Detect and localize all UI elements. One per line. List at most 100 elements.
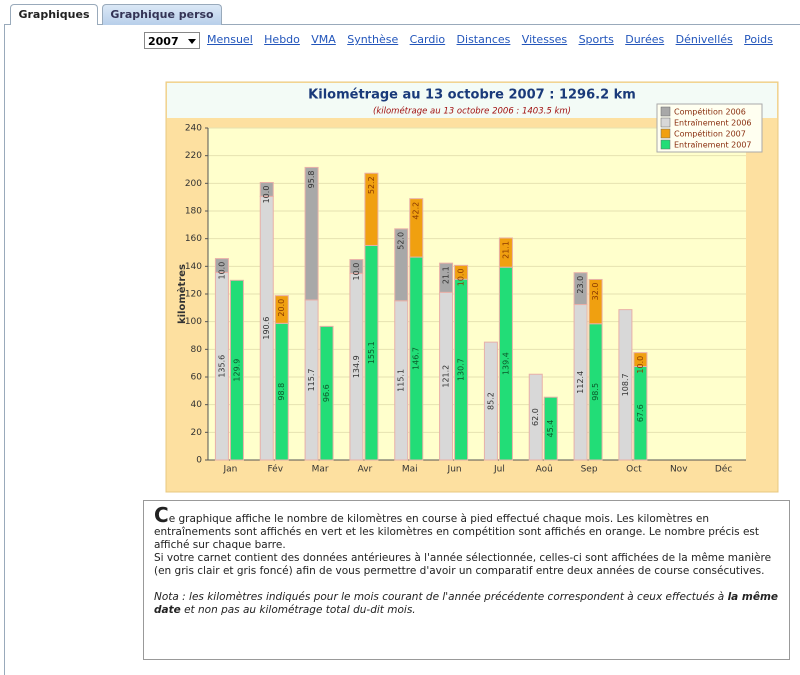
y-tick-label: 240: [185, 124, 202, 134]
bar-segment: [304, 166, 319, 301]
y-tick-label: 20: [191, 428, 203, 438]
x-tick-label: Avr: [358, 465, 373, 475]
data-label: 96.6: [322, 384, 331, 402]
legend-label: Entraînement 2007: [674, 141, 752, 150]
bar-segment: [528, 373, 543, 461]
nav-link[interactable]: Cardio: [409, 33, 446, 46]
paragraph: Ce graphique affiche le nombre de kilomè…: [154, 503, 759, 551]
x-tick-label: Jul: [493, 465, 505, 475]
chart-title: Kilométrage au 13 octobre 2007 : 1296.2 …: [308, 88, 636, 103]
data-label: 21.1: [442, 266, 451, 284]
data-label: 85.2: [486, 392, 495, 410]
nav-link[interactable]: Mensuel: [207, 33, 253, 46]
description: Ce graphique affiche le nombre de kilomè…: [143, 500, 790, 660]
chart: Kilométrage au 13 octobre 2007 : 1296.2 …: [165, 81, 779, 493]
data-label: 98.5: [591, 383, 600, 401]
x-tick-label: Nov: [670, 465, 688, 475]
bar-segment: [214, 258, 229, 273]
bar-segment: [454, 264, 469, 280]
nav-link[interactable]: Synthèse: [347, 33, 399, 46]
bar-segment: [259, 182, 274, 197]
nota-text: et non pas au kilométrage total du-dit m…: [180, 604, 416, 616]
y-tick-label: 40: [191, 400, 203, 410]
bar-segment: [274, 295, 289, 324]
legend-swatch: [660, 139, 671, 150]
legend-box: [656, 103, 763, 153]
bar-segment: [483, 341, 498, 461]
y-axis-label: kilomètres: [176, 264, 188, 324]
data-label: 10.0: [217, 262, 226, 280]
data-label: 42.2: [412, 202, 421, 220]
legend-swatch: [660, 117, 671, 128]
data-label: 134.9: [352, 355, 361, 378]
data-label: 52.2: [367, 176, 376, 194]
data-label: 95.8: [307, 171, 316, 189]
data-label: 23.0: [576, 276, 585, 294]
bar-segment: [618, 309, 633, 461]
data-label: 115.1: [397, 369, 406, 392]
nav-link[interactable]: Sports: [578, 33, 614, 46]
bar-segment: [364, 172, 379, 246]
data-label: 112.4: [576, 371, 585, 394]
x-tick-label: Aoû: [536, 465, 553, 475]
x-tick-label: Mar: [312, 465, 329, 475]
data-label: 135.6: [217, 355, 226, 378]
y-tick-label: 120: [185, 290, 202, 300]
bar-segment: [394, 228, 409, 302]
nav-link[interactable]: Poids: [744, 33, 773, 46]
y-tick-label: 60: [191, 373, 203, 383]
data-label: 10.0: [352, 263, 361, 281]
nota: Nota : les kilomètres indiqués pour le m…: [154, 591, 779, 617]
y-tick-label: 100: [185, 317, 202, 327]
data-label: 21.1: [501, 241, 510, 259]
x-tick-label: Mai: [402, 465, 418, 475]
data-label: 67.6: [636, 404, 645, 422]
paragraph: Si votre carnet contient des données ant…: [154, 552, 772, 577]
x-tick-label: Oct: [626, 465, 642, 475]
bar-segment: [439, 262, 454, 293]
x-tick-label: Déc: [715, 464, 732, 475]
y-tick-label: 140: [185, 262, 202, 272]
bar-segment: [319, 325, 334, 461]
bar-segment: [633, 352, 648, 367]
y-tick-label: 160: [185, 234, 202, 244]
nota-bold: la même date: [154, 591, 779, 616]
nav-link[interactable]: Distances: [456, 33, 511, 46]
y-tick-label: 180: [185, 207, 202, 217]
x-tick-label: Jan: [222, 465, 237, 475]
x-tick-label: Sep: [581, 465, 598, 475]
y-tick-label: 200: [185, 179, 202, 189]
tab[interactable]: Graphique perso: [102, 4, 222, 25]
data-label: 115.7: [307, 369, 316, 392]
panel: [4, 24, 800, 675]
legend-swatch: [660, 106, 671, 117]
bar-segment: [543, 396, 558, 461]
legend-label: Compétition 2006: [674, 107, 746, 117]
nav: Mensuel Hebdo VMA Synthèse Cardio Distances Vi…: [207, 33, 784, 46]
data-label: 155.1: [367, 341, 376, 364]
nav-link[interactable]: Dénivellés: [675, 33, 733, 46]
bar-segment: [409, 198, 424, 258]
tab-active[interactable]: Graphiques: [10, 4, 98, 25]
data-label: 52.0: [397, 232, 406, 250]
data-label: 139.4: [501, 352, 510, 375]
data-label: 190.6: [262, 317, 271, 340]
y-tick-label: 220: [185, 151, 202, 161]
year-select[interactable]: 2007: [144, 32, 200, 49]
data-label: 130.7: [457, 358, 466, 381]
legend-label: Entraînement 2006: [674, 119, 752, 128]
nav-link[interactable]: VMA: [311, 33, 336, 46]
data-label: 98.8: [277, 383, 286, 401]
bar-segment: [349, 259, 364, 274]
nav-link[interactable]: Durées: [625, 33, 665, 46]
x-tick-label: Jun: [447, 465, 462, 475]
legend-swatch: [660, 128, 671, 139]
nav-link[interactable]: Hebdo: [264, 33, 300, 46]
data-label: 10.0: [262, 186, 271, 204]
legend-label: Compétition 2007: [674, 129, 746, 139]
data-label: 32.0: [591, 283, 600, 301]
nav-link[interactable]: Vitesses: [521, 33, 568, 46]
y-tick-label: 0: [196, 456, 202, 466]
chart-subtitle: (kilométrage au 13 octobre 2006 : 1403.5…: [373, 106, 571, 117]
data-label: 45.4: [546, 420, 555, 438]
